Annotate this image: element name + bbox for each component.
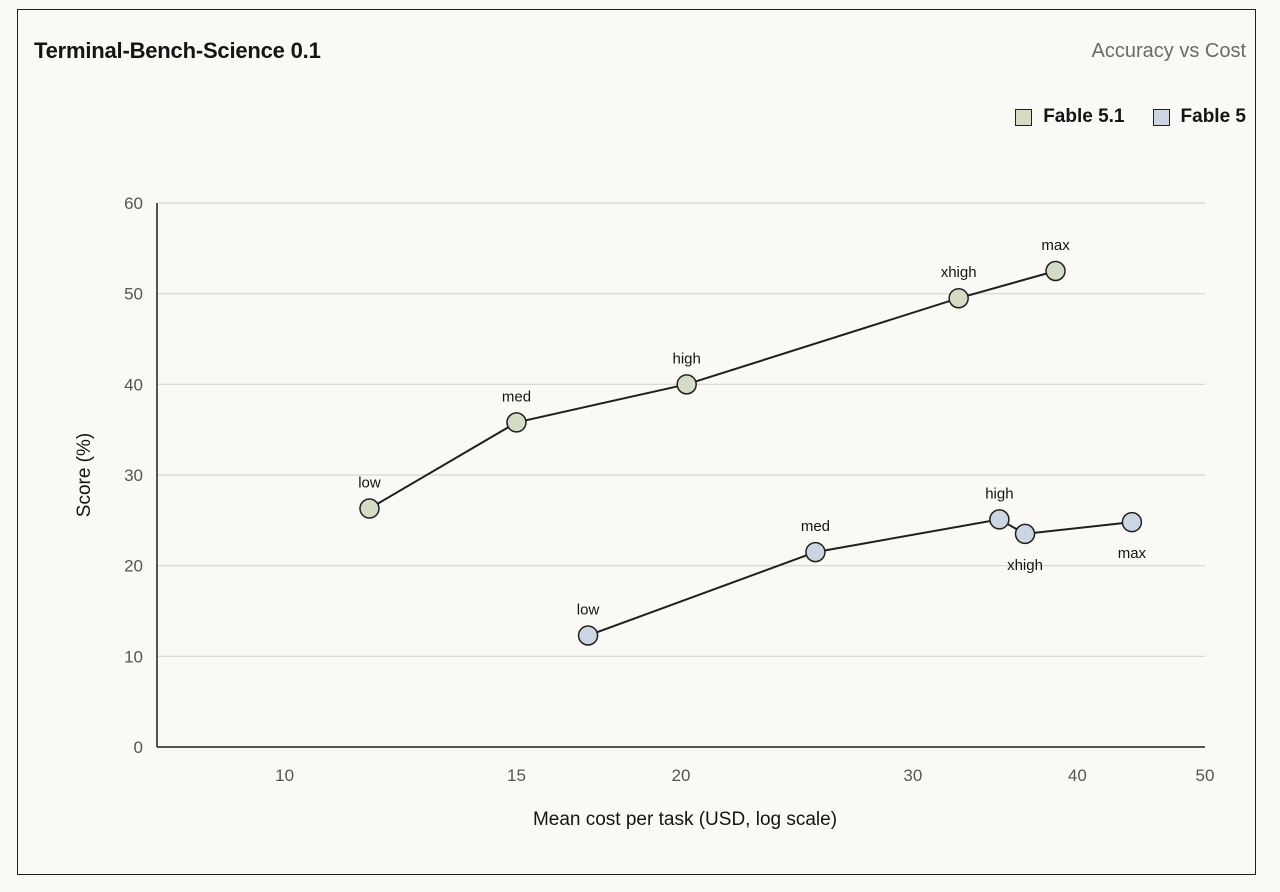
data-point-fable-5-1-xhigh [948,287,969,309]
x-tick-label-10: 10 [275,766,294,785]
y-tick-label-20: 20 [124,557,143,576]
data-label-fable-5-1-xhigh: xhigh [941,264,977,281]
legend-item-fable-5-1[interactable]: Fable 5.1 [1015,106,1125,128]
data-point-fable-5-med [805,541,826,563]
legend-label-fable-5: Fable 5 [1180,106,1246,127]
data-point-fable-5-1-max [1045,260,1066,282]
data-point-fable-5-max [1121,511,1143,533]
data-point-fable-5-1-high [676,374,697,395]
data-label-fable-5-1-max: max [1041,237,1070,254]
data-point-fable-5-high [989,509,1010,530]
series-line-fable-5-1 [368,270,1056,510]
y-tick-label-50: 50 [124,285,143,304]
x-tick-label-40: 40 [1068,766,1087,785]
data-label-fable-5-med: med [801,518,830,535]
data-label-fable-5-1-high: high [673,350,701,367]
x-tick-label-15: 15 [507,766,526,785]
x-tick-label-20: 20 [672,766,691,785]
legend-swatch-fable-5-1 [1015,108,1033,126]
data-label-fable-5-xhigh: xhigh [1007,557,1043,574]
data-label-fable-5-high: high [985,485,1013,502]
data-label-fable-5-low: low [577,601,600,618]
x-tick-label-50: 50 [1196,766,1215,785]
y-tick-label-0: 0 [134,738,143,757]
y-tick-label-30: 30 [124,466,143,485]
data-label-fable-5-max: max [1118,545,1147,562]
legend-label-fable-5-1: Fable 5.1 [1043,106,1125,127]
data-label-fable-5-1-med: med [502,388,531,405]
y-tick-label-10: 10 [124,647,143,666]
x-axis-title: Mean cost per task (USD, log scale) [533,809,837,830]
data-point-fable-5-xhigh [1014,523,1036,545]
y-tick-label-60: 60 [124,194,143,213]
data-point-fable-5-1-low [359,498,380,519]
y-tick-label-40: 40 [124,375,143,394]
data-point-fable-5-1-med [506,412,527,433]
chart-frame [17,9,1256,875]
legend-item-fable-5[interactable]: Fable 5 [1152,106,1246,128]
chart-title: Terminal-Bench-Science 0.1 [34,38,321,63]
legend: Fable 5.1 Fable 5 [1015,106,1246,128]
series-line-fable-5 [587,518,1133,637]
data-label-fable-5-1-low: low [358,475,381,492]
legend-swatch-fable-5 [1152,108,1170,126]
data-point-fable-5-low [577,625,599,646]
y-axis-title: Score (%) [74,433,95,517]
x-tick-label-30: 30 [903,766,922,785]
chart-subtitle: Accuracy vs Cost [1091,40,1246,62]
